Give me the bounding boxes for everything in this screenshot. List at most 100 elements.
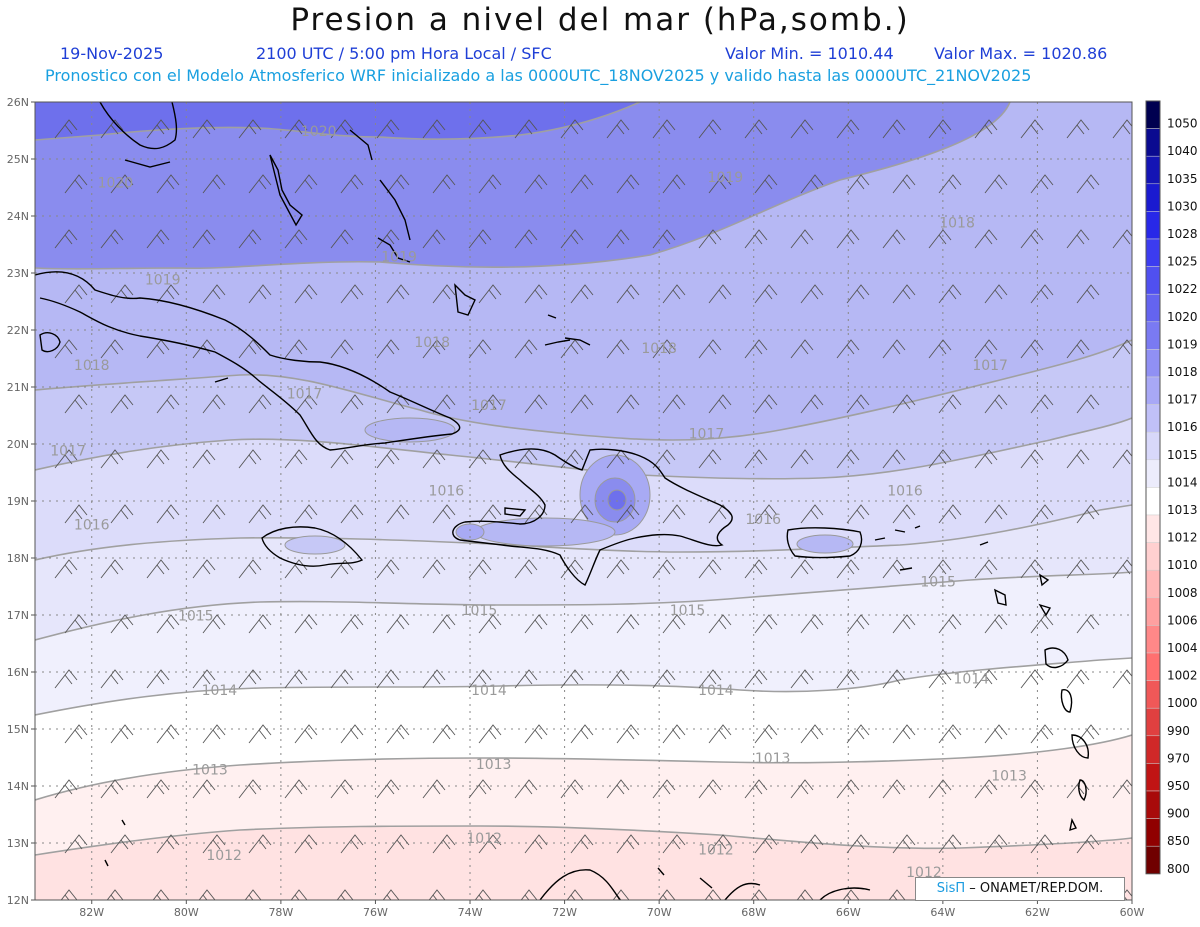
wind-barb bbox=[570, 284, 594, 304]
wind-barb bbox=[754, 724, 778, 744]
wind-barb bbox=[606, 229, 630, 249]
isobars bbox=[35, 102, 1132, 856]
coast-leeward-3 bbox=[1038, 573, 1050, 587]
wind-barb bbox=[340, 834, 364, 854]
wind-barb bbox=[708, 284, 732, 304]
contour-label: 1019 bbox=[145, 272, 181, 288]
wind-barb bbox=[882, 779, 906, 799]
wind-barb bbox=[202, 834, 226, 854]
wind-barb bbox=[238, 669, 262, 689]
coast-bahamas-7 bbox=[564, 337, 591, 346]
wind-barb bbox=[1066, 449, 1090, 469]
wind-barb bbox=[248, 724, 272, 744]
map-title: Presion a nivel del mar (hPa,somb.) bbox=[290, 2, 910, 38]
wind-barb bbox=[928, 559, 952, 579]
legend-swatch bbox=[1145, 376, 1161, 405]
wind-barb bbox=[330, 449, 354, 469]
wind-barb bbox=[892, 614, 916, 634]
wind-barb bbox=[202, 174, 226, 194]
wind-barb bbox=[294, 724, 318, 744]
wind-barb bbox=[202, 394, 226, 414]
wind-barb bbox=[744, 119, 768, 139]
wind-barb bbox=[836, 559, 860, 579]
wind-barb bbox=[846, 834, 870, 854]
wind-barb bbox=[1066, 339, 1090, 359]
wind-barb bbox=[938, 394, 962, 414]
wind-barbs bbox=[54, 119, 1132, 900]
wind-barb bbox=[478, 724, 502, 744]
wind-barb bbox=[146, 229, 170, 249]
legend-label: 1000 bbox=[1167, 696, 1198, 710]
legend-swatch bbox=[1145, 293, 1161, 323]
wind-barb bbox=[938, 174, 962, 194]
contour-label: 1015 bbox=[178, 609, 214, 625]
wind-barb bbox=[1076, 724, 1100, 744]
wind-barb bbox=[294, 174, 318, 194]
wind-barb bbox=[892, 834, 916, 854]
wind-barb bbox=[238, 119, 262, 139]
sispi-logo: SisΠ bbox=[936, 881, 966, 896]
legend-swatch bbox=[1145, 680, 1161, 709]
wind-barb bbox=[984, 394, 1008, 414]
lon-label: 60W bbox=[1120, 906, 1145, 919]
lon-label: 62W bbox=[1025, 906, 1050, 919]
coast-turks bbox=[547, 314, 557, 319]
wind-barb bbox=[662, 284, 686, 304]
legend-swatch bbox=[1145, 211, 1161, 240]
wind-barb bbox=[754, 174, 778, 194]
wind-barb bbox=[514, 339, 538, 359]
wind-barb bbox=[616, 504, 640, 524]
coast-leeward-4 bbox=[993, 588, 1007, 606]
wind-barb bbox=[698, 669, 722, 689]
coast-florida-keys bbox=[124, 159, 171, 168]
wind-barb bbox=[284, 559, 308, 579]
wind-barb bbox=[882, 229, 906, 249]
contour-label: 1020 bbox=[98, 176, 134, 192]
coast-bahamas-4 bbox=[377, 237, 411, 263]
wind-barb bbox=[422, 119, 446, 139]
color-legend: 1050 1040 1035 1030 1028 1025 1022 1020 1019 1018… bbox=[1145, 100, 1198, 876]
lat-label: 22N bbox=[7, 324, 29, 337]
wind-barb bbox=[836, 779, 860, 799]
wind-barb bbox=[928, 669, 952, 689]
wind-barb bbox=[468, 229, 492, 249]
wind-barb bbox=[156, 504, 180, 524]
legend-label: 1028 bbox=[1167, 227, 1198, 241]
legend-label: 900 bbox=[1167, 807, 1190, 821]
wind-barb bbox=[514, 449, 538, 469]
wind-barb bbox=[616, 284, 640, 304]
wind-barb bbox=[974, 779, 998, 799]
wind-barb bbox=[432, 834, 456, 854]
contour-label: 1017 bbox=[972, 358, 1008, 374]
wind-barb bbox=[54, 669, 78, 689]
legend-swatch bbox=[1145, 763, 1161, 792]
wind-barb bbox=[330, 229, 354, 249]
wind-barb bbox=[468, 669, 492, 689]
legend-swatch bbox=[1145, 128, 1161, 157]
wind-barb bbox=[100, 669, 124, 689]
legend-swatch bbox=[1145, 431, 1161, 461]
wind-barb bbox=[974, 669, 998, 689]
wind-barb bbox=[1076, 834, 1100, 854]
wind-barb bbox=[606, 339, 630, 359]
wind-barb bbox=[928, 449, 952, 469]
wind-barb bbox=[560, 229, 584, 249]
wind-barb bbox=[606, 119, 630, 139]
wind-barb bbox=[238, 559, 262, 579]
wind-barb bbox=[1020, 449, 1044, 469]
wind-barb bbox=[1076, 504, 1100, 524]
wind-barb bbox=[1112, 229, 1132, 249]
wind-barb bbox=[984, 284, 1008, 304]
wind-barb bbox=[652, 119, 676, 139]
wind-barb bbox=[1112, 119, 1132, 139]
wind-barb bbox=[744, 339, 768, 359]
wind-barb bbox=[192, 449, 216, 469]
legend-label: 800 bbox=[1167, 862, 1190, 876]
contour-label: 1014 bbox=[471, 683, 507, 699]
wind-barb bbox=[238, 449, 262, 469]
wind-barb bbox=[616, 724, 640, 744]
value-min: Valor Min. = 1010.44 bbox=[725, 44, 894, 63]
wind-barb bbox=[248, 614, 272, 634]
wind-barb bbox=[524, 724, 548, 744]
wind-barb bbox=[616, 174, 640, 194]
